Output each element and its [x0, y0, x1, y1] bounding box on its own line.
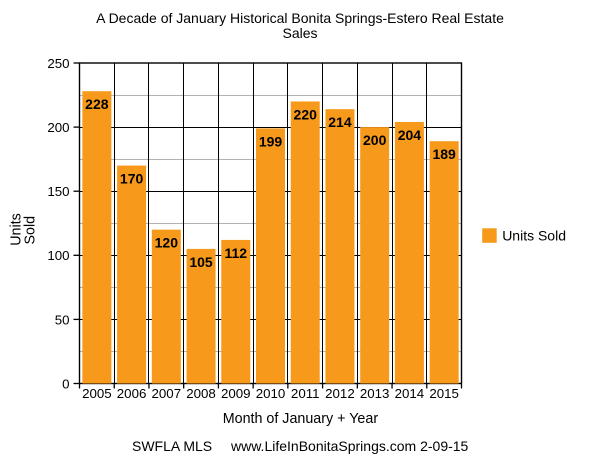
svg-text:105: 105: [189, 254, 213, 270]
svg-text:2011: 2011: [291, 386, 320, 401]
svg-text:150: 150: [47, 184, 69, 199]
svg-text:2008: 2008: [186, 386, 216, 401]
svg-text:Sales: Sales: [282, 25, 317, 41]
svg-text:0: 0: [62, 376, 69, 391]
svg-text:A Decade of January Historical: A Decade of January Historical Bonita Sp…: [96, 10, 504, 26]
svg-text:Units Sold: Units Sold: [502, 228, 566, 244]
svg-text:2007: 2007: [152, 386, 182, 401]
svg-text:www.LifeInBonitaSprings.com 2-: www.LifeInBonitaSprings.com 2-09-15: [230, 438, 469, 454]
svg-text:2010: 2010: [256, 386, 286, 401]
svg-text:Month of January + Year: Month of January + Year: [223, 411, 379, 427]
svg-text:2013: 2013: [360, 386, 390, 401]
svg-text:50: 50: [55, 312, 70, 327]
svg-text:2006: 2006: [117, 386, 147, 401]
svg-text:Sold: Sold: [22, 216, 38, 245]
svg-text:Units: Units: [8, 213, 24, 246]
svg-text:228: 228: [85, 96, 109, 112]
svg-text:214: 214: [328, 114, 352, 130]
svg-text:189: 189: [432, 146, 456, 162]
svg-text:170: 170: [120, 171, 144, 187]
svg-text:204: 204: [398, 127, 422, 143]
svg-text:120: 120: [155, 235, 179, 251]
svg-text:100: 100: [47, 248, 69, 263]
svg-text:250: 250: [47, 56, 69, 71]
svg-text:112: 112: [224, 245, 247, 261]
svg-text:200: 200: [47, 120, 69, 135]
svg-text:2012: 2012: [325, 386, 355, 401]
svg-text:200: 200: [363, 132, 387, 148]
svg-text:220: 220: [294, 106, 318, 122]
svg-text:199: 199: [259, 133, 283, 149]
svg-text:2005: 2005: [82, 386, 112, 401]
svg-text:2015: 2015: [429, 386, 459, 401]
svg-text:2014: 2014: [395, 386, 425, 401]
svg-text:2009: 2009: [221, 386, 251, 401]
svg-text:SWFLA MLS: SWFLA MLS: [132, 438, 212, 454]
